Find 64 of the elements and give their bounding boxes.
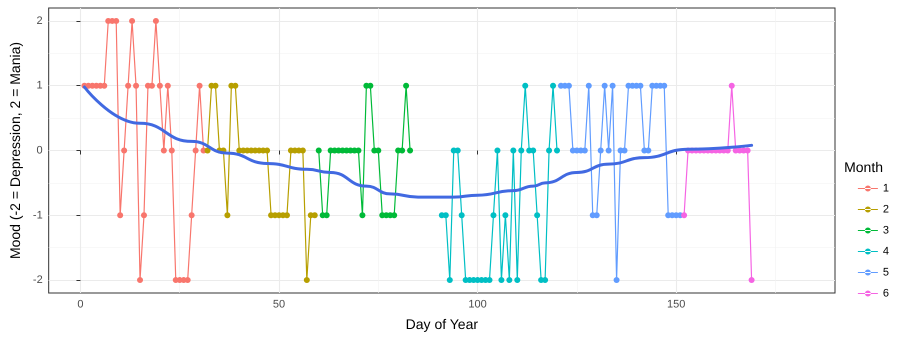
point — [614, 277, 620, 284]
legend-title: Month — [844, 159, 884, 175]
point — [490, 212, 496, 218]
point — [494, 148, 500, 154]
legend-label: 6 — [882, 288, 890, 300]
point — [133, 82, 140, 89]
point — [586, 82, 592, 89]
point — [728, 82, 735, 89]
y-axis-title: Mood (-2 = Depression, 2 = Mania) — [7, 42, 23, 260]
point — [125, 82, 132, 89]
point — [514, 277, 520, 284]
point — [522, 82, 528, 89]
point — [602, 82, 608, 89]
point — [117, 212, 124, 218]
y-tick-label: 2 — [36, 14, 43, 27]
x-tick-label: 50 — [272, 298, 286, 310]
point — [168, 148, 175, 154]
point — [502, 212, 508, 218]
x-axis-title: Day of Year — [406, 316, 478, 332]
point — [196, 82, 203, 89]
point — [506, 277, 512, 284]
point — [224, 212, 230, 218]
point — [534, 212, 540, 218]
point — [164, 82, 171, 89]
point — [204, 148, 211, 154]
point — [598, 148, 604, 154]
point — [510, 148, 516, 154]
point — [152, 18, 159, 24]
point — [137, 277, 144, 284]
legend-label: 4 — [882, 246, 890, 258]
point — [141, 212, 147, 218]
legend-label: 2 — [882, 204, 890, 216]
legend-label: 1 — [882, 182, 890, 194]
point — [550, 82, 556, 89]
x-tick-label: 100 — [468, 298, 487, 310]
point — [188, 212, 195, 218]
point — [458, 212, 465, 218]
point — [681, 212, 688, 218]
x-tick-label: 150 — [666, 298, 686, 310]
y-tick-label: 1 — [36, 80, 43, 92]
point — [156, 82, 163, 89]
point — [403, 82, 410, 89]
legend-label: 3 — [882, 224, 890, 236]
y-tick-label: 0 — [36, 144, 43, 156]
point — [498, 277, 504, 284]
point — [554, 148, 560, 154]
point — [359, 212, 366, 218]
y-tick-label: -1 — [32, 209, 43, 222]
point — [748, 277, 755, 284]
point — [606, 148, 612, 154]
point — [407, 148, 414, 154]
point — [610, 82, 616, 89]
point — [518, 148, 524, 154]
point — [160, 148, 167, 154]
point — [304, 277, 310, 284]
point — [192, 148, 199, 154]
point — [129, 18, 136, 24]
point — [121, 148, 128, 154]
point — [546, 148, 552, 154]
legend-label: 5 — [882, 266, 890, 278]
y-tick-label: -2 — [32, 274, 43, 286]
x-tick-label: 0 — [77, 298, 84, 310]
point — [316, 148, 322, 154]
point — [446, 277, 453, 284]
